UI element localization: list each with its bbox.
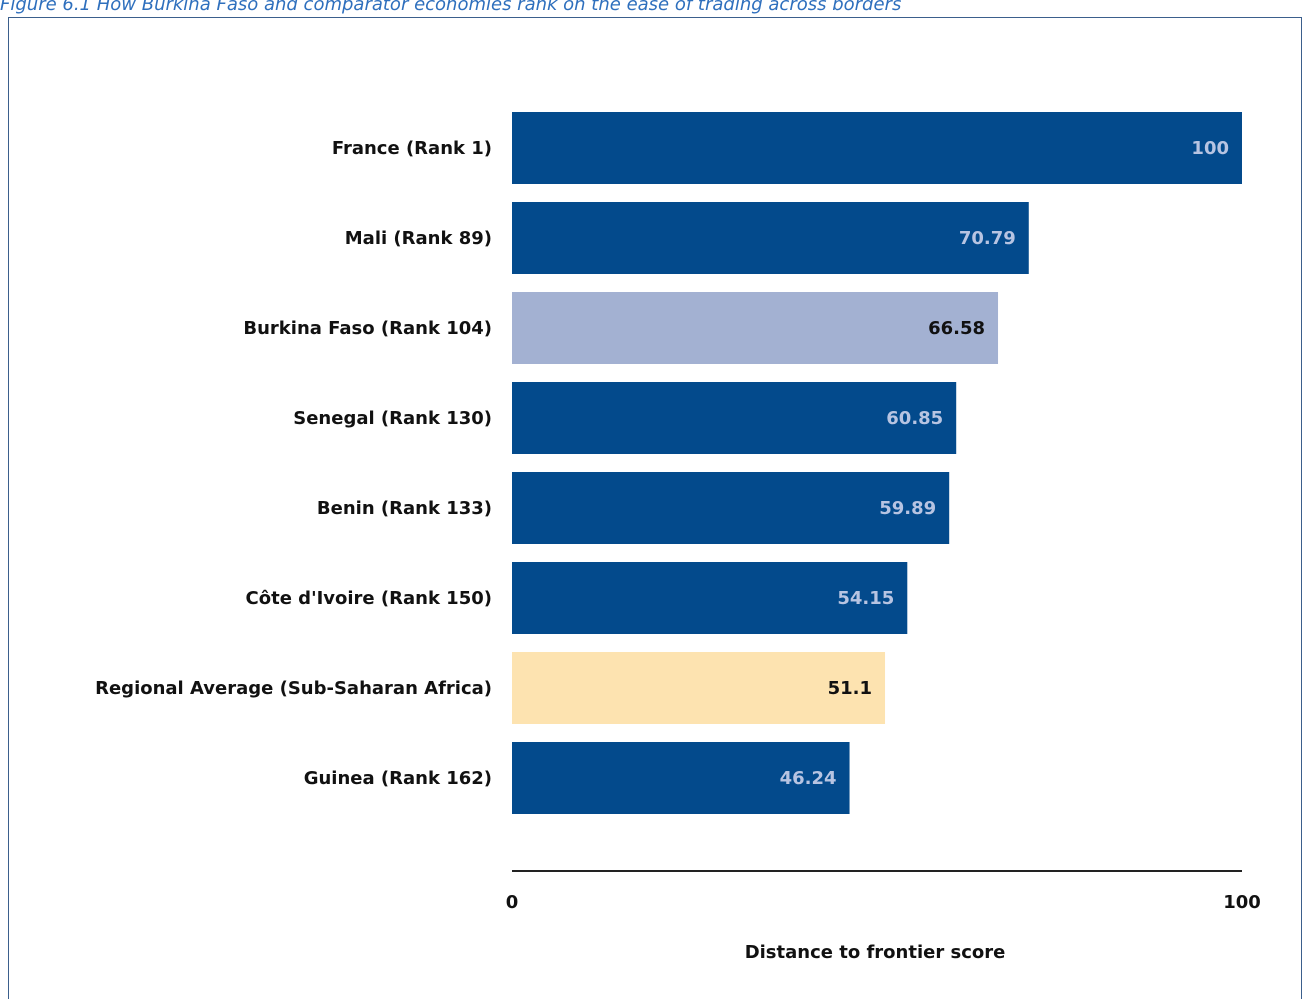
bar (512, 382, 957, 454)
bar (512, 112, 1242, 184)
value-label: 54.15 (837, 588, 894, 609)
figure-frame (8, 17, 1302, 999)
value-label: 46.24 (780, 768, 837, 789)
value-label: 51.1 (828, 678, 872, 699)
bar (512, 202, 1029, 274)
bars-layer (512, 112, 1242, 814)
category-label: Guinea (Rank 162) (304, 768, 492, 789)
category-label: Benin (Rank 133) (317, 498, 492, 519)
figure-title: Figure 6.1 How Burkina Faso and comparat… (0, 0, 902, 15)
x-tick-label-min: 0 (506, 892, 519, 913)
value-label: 66.58 (928, 318, 985, 339)
labels-layer: France (Rank 1) 100 Mali (Rank 89) 70.79 Bur… (95, 138, 1229, 789)
bar (512, 742, 850, 814)
value-label: 59.89 (879, 498, 936, 519)
x-axis-title: Distance to frontier score (745, 942, 1006, 963)
category-label: Senegal (Rank 130) (293, 408, 492, 429)
value-label: 70.79 (959, 228, 1016, 249)
bar (512, 472, 950, 544)
value-label: 60.85 (886, 408, 943, 429)
category-label: Burkina Faso (Rank 104) (243, 318, 492, 339)
bar (512, 562, 908, 634)
x-tick-label-max: 100 (1223, 892, 1261, 913)
value-label: 100 (1191, 138, 1229, 159)
bar (512, 652, 886, 724)
bar (512, 292, 999, 364)
category-label: Regional Average (Sub-Saharan Africa) (95, 678, 492, 699)
category-label: Mali (Rank 89) (345, 228, 492, 249)
category-label: France (Rank 1) (332, 138, 492, 159)
category-label: Côte d'Ivoire (Rank 150) (246, 588, 492, 609)
